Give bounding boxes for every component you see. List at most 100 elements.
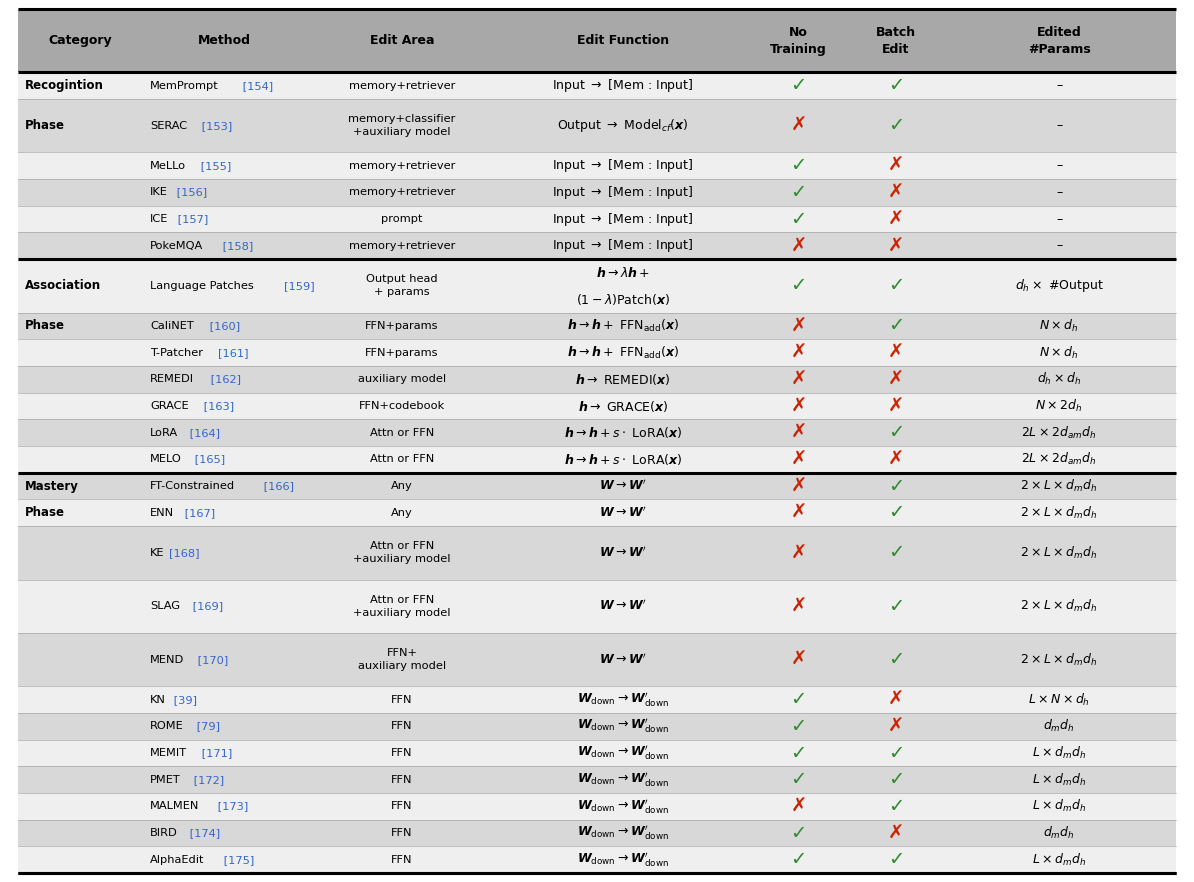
- Bar: [18, 233, 1176, 259]
- Text: REMEDI: REMEDI: [150, 374, 195, 385]
- Text: KN: KN: [150, 695, 166, 705]
- Text: $d_h \times d_h$: $d_h \times d_h$: [1038, 371, 1081, 387]
- Text: ✗: ✗: [887, 370, 904, 389]
- Text: Input $\rightarrow$ [Mem : Input]: Input $\rightarrow$ [Mem : Input]: [553, 77, 694, 94]
- Bar: [18, 340, 1176, 366]
- Text: ✓: ✓: [887, 850, 904, 870]
- Text: ✓: ✓: [790, 850, 807, 870]
- Text: [158]: [158]: [219, 241, 253, 250]
- Text: $\boldsymbol{W}_{\text{down}} \rightarrow \boldsymbol{W}^{\prime}_{\text{down}}$: $\boldsymbol{W}_{\text{down}} \rightarro…: [577, 771, 669, 789]
- Text: PMET: PMET: [150, 774, 180, 785]
- Bar: [18, 446, 1176, 473]
- Text: [168]: [168]: [168, 548, 199, 557]
- Text: ✗: ✗: [790, 797, 807, 816]
- Text: ICE: ICE: [150, 214, 168, 224]
- Text: ✓: ✓: [790, 76, 807, 95]
- Text: memory+classifier
+auxiliary model: memory+classifier +auxiliary model: [349, 115, 456, 137]
- Text: $d_m d_h$: $d_m d_h$: [1044, 718, 1075, 735]
- Text: [173]: [173]: [214, 802, 248, 811]
- Text: ✓: ✓: [887, 770, 904, 789]
- Text: $2 \times L \times d_m d_h$: $2 \times L \times d_m d_h$: [1021, 505, 1097, 521]
- Text: [155]: [155]: [197, 161, 230, 171]
- Text: [169]: [169]: [189, 602, 223, 611]
- Text: Mastery: Mastery: [25, 480, 79, 493]
- Text: auxiliary model: auxiliary model: [358, 374, 445, 385]
- Text: $d_h \times$ #Output: $d_h \times$ #Output: [1015, 277, 1103, 295]
- Bar: [18, 740, 1176, 766]
- Text: [160]: [160]: [207, 321, 240, 331]
- Text: Language Patches: Language Patches: [150, 280, 253, 291]
- Text: ✗: ✗: [790, 423, 807, 442]
- Text: $N \times d_h$: $N \times d_h$: [1039, 345, 1079, 361]
- Text: $\boldsymbol{W}_{\text{down}} \rightarrow \boldsymbol{W}^{\prime}_{\text{down}}$: $\boldsymbol{W}_{\text{down}} \rightarro…: [577, 851, 669, 869]
- Text: –: –: [1055, 160, 1063, 172]
- Text: ✓: ✓: [887, 797, 904, 816]
- Bar: [18, 473, 1176, 499]
- Text: No
Training: No Training: [770, 26, 827, 56]
- Text: FFN+codebook: FFN+codebook: [358, 401, 445, 411]
- Text: BIRD: BIRD: [150, 828, 178, 838]
- Text: ✗: ✗: [790, 650, 807, 669]
- Text: Category: Category: [49, 34, 112, 47]
- Text: $\boldsymbol{h} \rightarrow \boldsymbol{h} + s \cdot$ LoRA$(\boldsymbol{x})$: $\boldsymbol{h} \rightarrow \boldsymbol{…: [564, 452, 682, 467]
- Text: $2L \times 2d_{am}d_h$: $2L \times 2d_{am}d_h$: [1022, 452, 1097, 467]
- Text: FFN: FFN: [392, 802, 413, 811]
- Text: prompt: prompt: [381, 214, 423, 224]
- Text: [170]: [170]: [195, 654, 228, 665]
- Text: FFN+params: FFN+params: [365, 321, 438, 331]
- Text: ✓: ✓: [790, 770, 807, 789]
- Text: $\boldsymbol{h} \rightarrow$ REMEDI$(\boldsymbol{x})$: $\boldsymbol{h} \rightarrow$ REMEDI$(\bo…: [576, 372, 671, 387]
- Text: ✓: ✓: [790, 690, 807, 709]
- Text: ENN: ENN: [150, 508, 174, 518]
- Text: Input $\rightarrow$ [Mem : Input]: Input $\rightarrow$ [Mem : Input]: [553, 157, 694, 175]
- Text: ✓: ✓: [790, 744, 807, 763]
- Text: –: –: [1055, 119, 1063, 132]
- Bar: [18, 312, 1176, 340]
- Text: –: –: [1055, 239, 1063, 252]
- Text: ✗: ✗: [887, 183, 904, 202]
- Text: $L \times d_m d_h$: $L \times d_m d_h$: [1032, 745, 1087, 761]
- Text: [172]: [172]: [190, 774, 223, 785]
- Text: Input $\rightarrow$ [Mem : Input]: Input $\rightarrow$ [Mem : Input]: [553, 184, 694, 201]
- Text: $\boldsymbol{W}_{\text{down}} \rightarrow \boldsymbol{W}^{\prime}_{\text{down}}$: $\boldsymbol{W}_{\text{down}} \rightarro…: [577, 744, 669, 762]
- Text: Attn or FFN
+auxiliary model: Attn or FFN +auxiliary model: [353, 594, 450, 617]
- Text: $2 \times L \times d_m d_h$: $2 \times L \times d_m d_h$: [1021, 545, 1097, 561]
- Text: MELO: MELO: [150, 454, 181, 465]
- Text: [161]: [161]: [219, 348, 248, 357]
- Text: ✓: ✓: [887, 317, 904, 335]
- Bar: [18, 366, 1176, 392]
- Bar: [18, 72, 1176, 99]
- Text: memory+retriever: memory+retriever: [349, 188, 455, 198]
- Text: memory+retriever: memory+retriever: [349, 80, 455, 91]
- Text: ✓: ✓: [887, 650, 904, 669]
- Text: Attn or FFN: Attn or FFN: [370, 428, 433, 437]
- Bar: [18, 819, 1176, 847]
- Text: $2 \times L \times d_m d_h$: $2 \times L \times d_m d_h$: [1021, 478, 1097, 494]
- Bar: [18, 392, 1176, 419]
- Text: CaliNET: CaliNET: [150, 321, 193, 331]
- Text: [164]: [164]: [186, 428, 220, 437]
- Text: ✓: ✓: [790, 717, 807, 736]
- Text: $\boldsymbol{W} \rightarrow \boldsymbol{W}^{\prime}$: $\boldsymbol{W} \rightarrow \boldsymbol{…: [599, 599, 647, 614]
- Text: ✗: ✗: [790, 317, 807, 335]
- Bar: [18, 206, 1176, 233]
- Text: ✗: ✗: [790, 236, 807, 256]
- Text: $N \times 2d_h$: $N \times 2d_h$: [1035, 398, 1083, 414]
- Text: Edit Function: Edit Function: [577, 34, 669, 47]
- Bar: [18, 579, 1176, 633]
- Text: Attn or FFN: Attn or FFN: [370, 454, 433, 465]
- Text: Any: Any: [390, 508, 413, 518]
- Text: ✓: ✓: [887, 504, 904, 522]
- Bar: [18, 633, 1176, 686]
- Text: ✗: ✗: [887, 156, 904, 176]
- Text: Input $\rightarrow$ [Mem : Input]: Input $\rightarrow$ [Mem : Input]: [553, 211, 694, 228]
- Text: $2 \times L \times d_m d_h$: $2 \times L \times d_m d_h$: [1021, 598, 1097, 614]
- Text: ✓: ✓: [887, 597, 904, 616]
- Text: Any: Any: [390, 481, 413, 491]
- Text: $L \times d_m d_h$: $L \times d_m d_h$: [1032, 852, 1087, 868]
- Bar: [18, 259, 1176, 312]
- Text: MEMIT: MEMIT: [150, 748, 187, 758]
- Text: Edited
#Params: Edited #Params: [1028, 26, 1090, 56]
- Text: FFN: FFN: [392, 774, 413, 785]
- Text: [171]: [171]: [198, 748, 232, 758]
